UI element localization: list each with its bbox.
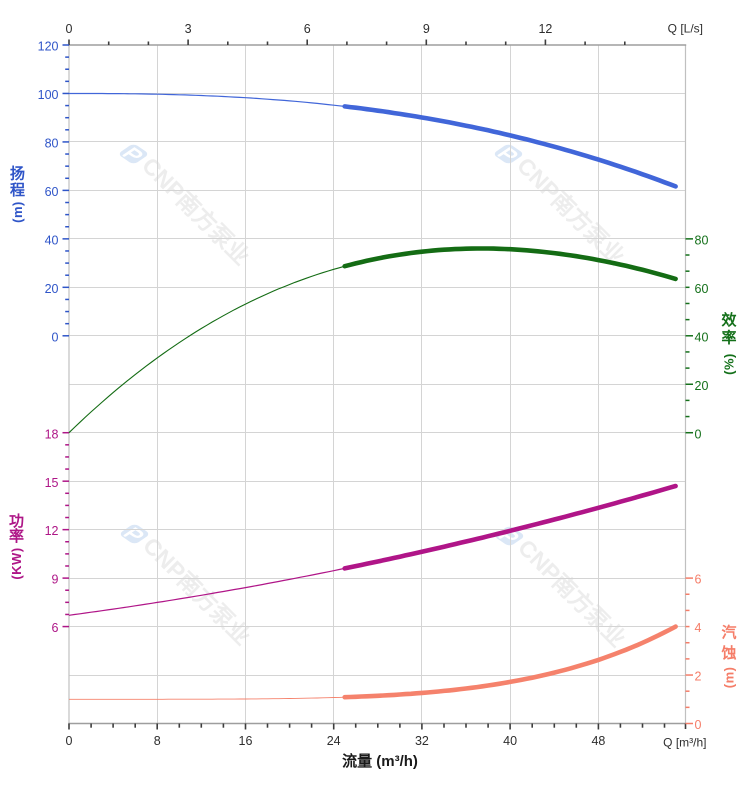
svg-text:(%): (%) xyxy=(722,353,737,375)
svg-text:18: 18 xyxy=(45,427,59,441)
svg-text:20: 20 xyxy=(695,379,709,393)
svg-text:60: 60 xyxy=(45,185,59,199)
svg-text:蚀: 蚀 xyxy=(720,644,736,662)
svg-text:Q [L/s]: Q [L/s] xyxy=(668,22,703,36)
svg-text:8: 8 xyxy=(154,734,161,748)
svg-text:0: 0 xyxy=(695,718,702,732)
svg-text:4: 4 xyxy=(695,621,702,635)
svg-text:6: 6 xyxy=(695,573,702,587)
svg-text:48: 48 xyxy=(591,734,605,748)
svg-text:40: 40 xyxy=(45,234,59,248)
svg-text:40: 40 xyxy=(503,734,517,748)
svg-text:6: 6 xyxy=(304,22,311,36)
svg-text:(KW): (KW) xyxy=(9,547,24,579)
svg-text:功: 功 xyxy=(9,513,24,530)
svg-text:6: 6 xyxy=(52,621,59,635)
svg-text:效: 效 xyxy=(721,311,737,329)
svg-text:0: 0 xyxy=(66,22,73,36)
svg-text:80: 80 xyxy=(695,234,709,248)
svg-text:40: 40 xyxy=(695,330,709,344)
svg-text:12: 12 xyxy=(538,22,552,36)
svg-text:3: 3 xyxy=(185,22,192,36)
svg-text:率: 率 xyxy=(9,527,24,545)
svg-text:率: 率 xyxy=(721,329,736,347)
svg-text:80: 80 xyxy=(45,137,59,151)
svg-text:0: 0 xyxy=(66,734,73,748)
svg-text:60: 60 xyxy=(695,282,709,296)
svg-text:120: 120 xyxy=(38,40,59,54)
svg-text:9: 9 xyxy=(423,22,430,36)
svg-text:16: 16 xyxy=(239,734,253,748)
svg-text:流量 (m³/h): 流量 (m³/h) xyxy=(342,752,418,770)
svg-text:0: 0 xyxy=(695,427,702,441)
svg-text:24: 24 xyxy=(327,734,341,748)
svg-text:(m): (m) xyxy=(722,667,737,689)
svg-text:100: 100 xyxy=(38,88,59,102)
svg-text:2: 2 xyxy=(695,670,702,684)
svg-text:15: 15 xyxy=(45,476,59,490)
svg-text:扬: 扬 xyxy=(10,164,25,182)
svg-text:0: 0 xyxy=(52,330,59,344)
svg-text:20: 20 xyxy=(45,282,59,296)
svg-text:Q [m³/h]: Q [m³/h] xyxy=(663,736,706,750)
svg-text:32: 32 xyxy=(415,734,429,748)
svg-text:12: 12 xyxy=(45,524,59,538)
svg-text:(m): (m) xyxy=(10,201,25,223)
svg-text:程: 程 xyxy=(10,182,25,199)
svg-text:汽: 汽 xyxy=(721,623,736,641)
svg-text:9: 9 xyxy=(52,573,59,587)
